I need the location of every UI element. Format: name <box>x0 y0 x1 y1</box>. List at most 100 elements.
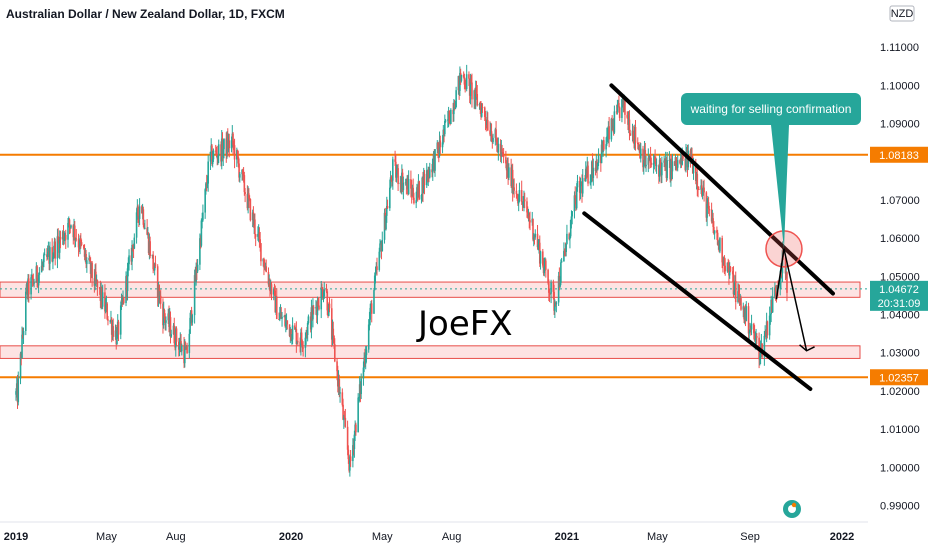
candle-down[interactable] <box>142 209 145 225</box>
candle-down[interactable] <box>68 219 71 226</box>
candle-up[interactable] <box>768 315 771 336</box>
candle-up[interactable] <box>178 344 181 350</box>
candle-down[interactable] <box>302 347 304 349</box>
demand-zone[interactable] <box>0 281 861 298</box>
candle-up[interactable] <box>17 378 20 403</box>
candle-up[interactable] <box>196 264 199 272</box>
candle-down[interactable] <box>634 126 637 143</box>
candle-down[interactable] <box>221 138 224 157</box>
candle-down[interactable] <box>697 186 699 190</box>
candle-down[interactable] <box>270 284 273 295</box>
candle-down[interactable] <box>249 199 252 221</box>
candle-down[interactable] <box>784 257 787 274</box>
candle-up[interactable] <box>597 155 600 163</box>
candle-down[interactable] <box>244 192 246 195</box>
candle-up[interactable] <box>745 306 748 322</box>
candle-down[interactable] <box>410 179 412 189</box>
candle-up[interactable] <box>138 206 141 219</box>
candle-down[interactable] <box>740 298 742 310</box>
candle-up[interactable] <box>639 148 642 159</box>
candle-down[interactable] <box>333 344 336 362</box>
candle-down[interactable] <box>786 272 788 293</box>
candle-up[interactable] <box>379 243 381 252</box>
candle-up[interactable] <box>385 205 388 216</box>
candle-down[interactable] <box>143 224 145 229</box>
candle-up[interactable] <box>116 331 118 345</box>
candle-up[interactable] <box>713 230 716 234</box>
candle-down[interactable] <box>710 209 713 222</box>
candle-down[interactable] <box>62 231 65 242</box>
candle-up[interactable] <box>304 337 307 348</box>
candle-down[interactable] <box>463 77 466 85</box>
candle-down[interactable] <box>122 297 125 303</box>
candle-up[interactable] <box>416 187 418 201</box>
candle-up[interactable] <box>444 120 446 135</box>
candle-down[interactable] <box>618 107 621 118</box>
candle-up[interactable] <box>605 144 607 150</box>
candle-up[interactable] <box>606 136 608 145</box>
candle-up[interactable] <box>291 325 294 340</box>
candle-down[interactable] <box>344 417 347 427</box>
candle-down[interactable] <box>659 159 662 166</box>
candle-up[interactable] <box>407 179 410 195</box>
candle-up[interactable] <box>666 160 668 178</box>
candle-up[interactable] <box>570 216 573 220</box>
candle-down[interactable] <box>73 225 76 239</box>
candle-up[interactable] <box>415 200 417 204</box>
candle-up[interactable] <box>19 353 22 379</box>
candle-up[interactable] <box>581 178 584 194</box>
candle-up[interactable] <box>133 237 136 249</box>
candle-up[interactable] <box>373 275 376 291</box>
candle-down[interactable] <box>336 361 338 372</box>
candle-down[interactable] <box>349 456 352 462</box>
candle-up[interactable] <box>573 195 576 212</box>
candle-up[interactable] <box>395 172 398 178</box>
candle-up[interactable] <box>153 263 156 271</box>
candle-down[interactable] <box>343 416 346 418</box>
candle-up[interactable] <box>737 291 739 303</box>
candle-up[interactable] <box>754 338 757 341</box>
candle-down[interactable] <box>731 271 734 275</box>
candle-up[interactable] <box>70 225 72 228</box>
candle-up[interactable] <box>202 212 204 221</box>
candle-up[interactable] <box>444 120 447 122</box>
candle-down[interactable] <box>376 266 378 270</box>
candle-down[interactable] <box>83 248 86 257</box>
candle-down[interactable] <box>747 306 750 334</box>
candle-up[interactable] <box>362 367 365 379</box>
candle-down[interactable] <box>721 238 723 263</box>
candle-up[interactable] <box>455 90 457 108</box>
candle-up[interactable] <box>465 74 468 89</box>
candle-down[interactable] <box>505 157 507 164</box>
candle-up[interactable] <box>425 170 428 186</box>
candle-up[interactable] <box>557 275 560 303</box>
candle-up[interactable] <box>447 119 449 121</box>
candle-down[interactable] <box>536 233 539 248</box>
candle-up[interactable] <box>522 201 525 205</box>
candle-down[interactable] <box>618 103 620 108</box>
candle-up[interactable] <box>374 272 377 276</box>
candle-up[interactable] <box>647 157 650 165</box>
candle-down[interactable] <box>548 283 550 293</box>
candle-down[interactable] <box>104 292 106 312</box>
candle-up[interactable] <box>296 341 298 345</box>
channel-lower-line[interactable] <box>582 211 813 391</box>
candle-down[interactable] <box>448 110 451 123</box>
candle-up[interactable] <box>120 300 123 306</box>
candle-up[interactable] <box>453 107 455 115</box>
candle-up[interactable] <box>571 211 573 217</box>
candle-down[interactable] <box>332 328 335 336</box>
candle-down[interactable] <box>552 282 555 292</box>
candle-down[interactable] <box>300 332 303 344</box>
candle-down[interactable] <box>682 154 684 159</box>
candle-up[interactable] <box>381 239 384 252</box>
candle-up[interactable] <box>369 307 372 320</box>
candle-down[interactable] <box>243 175 246 193</box>
candle-up[interactable] <box>323 289 326 297</box>
candle-down[interactable] <box>295 328 298 345</box>
candle-down[interactable] <box>146 227 148 235</box>
candle-down[interactable] <box>106 303 108 320</box>
candle-down[interactable] <box>233 145 236 160</box>
candle-down[interactable] <box>439 140 442 148</box>
